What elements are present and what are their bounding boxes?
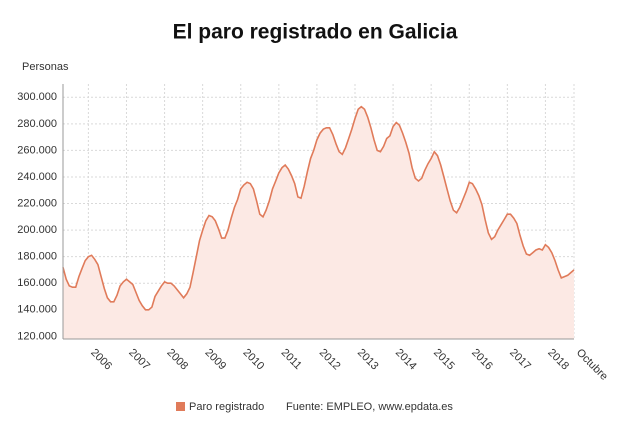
- y-axis-label: Personas: [22, 61, 69, 73]
- x-tick-label: 2006: [88, 347, 114, 373]
- x-tick-label: 2008: [164, 347, 190, 373]
- x-tick-label: 2017: [507, 347, 533, 373]
- area: [63, 106, 574, 339]
- chart-title: El paro registrado en Galicia: [173, 21, 458, 44]
- y-tick-label: 220.000: [17, 197, 57, 209]
- x-tick-label: 2009: [202, 347, 228, 373]
- x-tick-label: 2011: [279, 347, 304, 372]
- x-tick-label: 2016: [469, 347, 495, 373]
- x-tick-label: 2007: [126, 347, 152, 373]
- line: [62, 105, 575, 311]
- x-tick-label: 2012: [317, 347, 343, 373]
- y-tick-label: 180.000: [17, 251, 57, 263]
- y-tick-label: 200.000: [17, 224, 57, 236]
- y-tick-label: 240.000: [17, 171, 57, 183]
- source: Fuente: EMPLEO, www.epdata.es: [286, 401, 453, 413]
- x-tick-label: 2015: [431, 347, 457, 373]
- y-tick-label: 120.000: [17, 330, 57, 342]
- x-tick-label: Octubre: [574, 347, 610, 383]
- y-tick-label: 160.000: [17, 277, 57, 289]
- y-tick-label: 260.000: [17, 144, 57, 156]
- x-tick-label: 2010: [241, 347, 267, 373]
- legend-label: Paro registrado: [189, 401, 264, 413]
- legend-swatch: [176, 402, 185, 411]
- y-tick-label: 300.000: [17, 91, 57, 103]
- x-tick-label: 2013: [355, 347, 381, 373]
- y-tick-label: 280.000: [17, 118, 57, 130]
- x-tick-label: 2014: [393, 347, 419, 373]
- y-tick-label: 140.000: [17, 304, 57, 316]
- x-tick-label: 2018: [545, 347, 571, 373]
